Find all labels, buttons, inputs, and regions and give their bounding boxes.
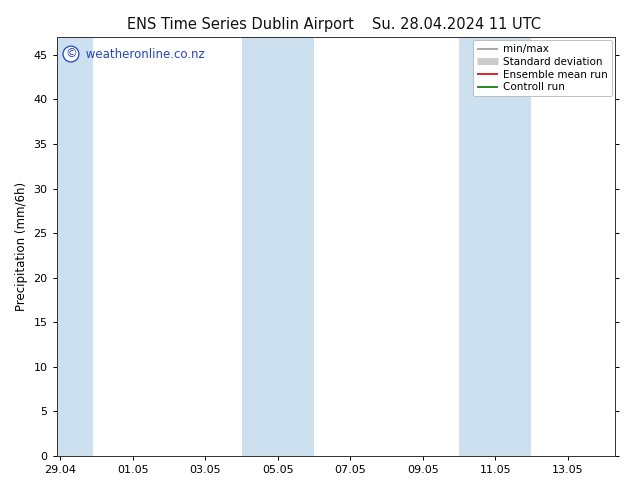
Text: ©: © (65, 48, 77, 61)
Text: Su. 28.04.2024 11 UTC: Su. 28.04.2024 11 UTC (372, 17, 541, 32)
Bar (242, 37, 314, 456)
Bar (459, 37, 531, 456)
Text: weatheronline.co.nz: weatheronline.co.nz (82, 48, 205, 61)
Y-axis label: Precipitation (mm/6h): Precipitation (mm/6h) (15, 182, 28, 311)
Bar (56, 37, 93, 456)
Legend: min/max, Standard deviation, Ensemble mean run, Controll run: min/max, Standard deviation, Ensemble me… (472, 40, 612, 97)
Text: ENS Time Series Dublin Airport: ENS Time Series Dublin Airport (127, 17, 354, 32)
